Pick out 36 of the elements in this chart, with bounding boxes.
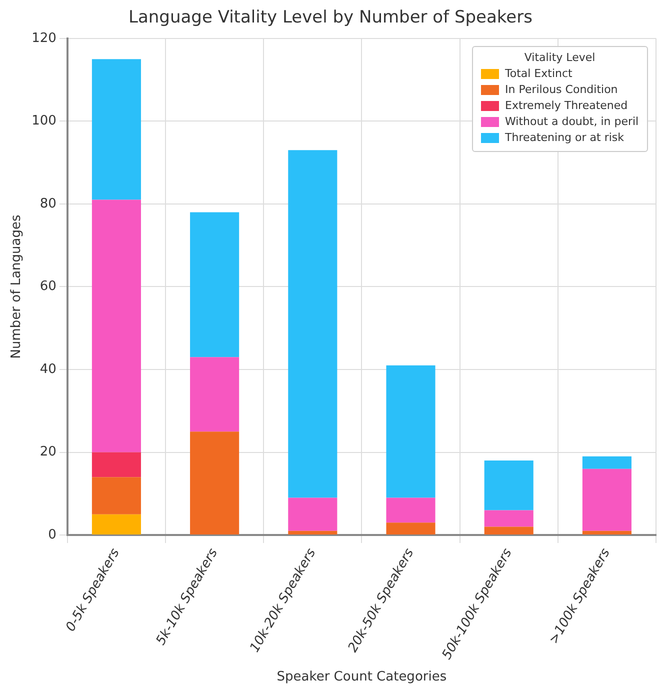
legend-label: Total Extinct (505, 67, 572, 80)
x-axis-title: Speaker Count Categories (276, 670, 447, 685)
y-tick-label: 120 (32, 30, 56, 46)
bar (582, 530, 632, 535)
y-tick-label: 100 (32, 114, 56, 129)
legend-label: Threatening or at risk (505, 131, 624, 144)
y-axis-title: Number of Languages (9, 214, 24, 359)
bar (190, 212, 240, 358)
legend-label: Without a doubt, in peril (505, 115, 639, 128)
y-tick-label: 40 (40, 362, 56, 377)
legend-label: In Perilous Condition (505, 83, 618, 96)
bar (386, 522, 436, 535)
chart-title: Language Vitality Level by Number of Speakers (128, 8, 533, 28)
bar (484, 526, 534, 535)
bar (386, 365, 436, 498)
legend-label: Extremely Threatened (505, 99, 628, 112)
bar (92, 59, 141, 200)
legend-title: Vitality Level (523, 51, 596, 64)
y-tick-label: 0 (48, 527, 56, 542)
y-tick-label: 80 (40, 196, 56, 212)
bar (92, 514, 141, 535)
bar (484, 510, 534, 527)
bar (288, 150, 338, 498)
bar (288, 530, 338, 535)
bar (484, 460, 534, 510)
bar (288, 498, 338, 531)
bar (582, 456, 632, 469)
bar (386, 498, 436, 523)
bar (92, 200, 141, 452)
bar (190, 432, 240, 535)
bar (582, 468, 632, 531)
bar (190, 357, 240, 432)
y-tick-label: 60 (40, 279, 56, 294)
bar (92, 452, 141, 478)
y-tick-label: 20 (40, 444, 56, 460)
bar (92, 477, 141, 514)
